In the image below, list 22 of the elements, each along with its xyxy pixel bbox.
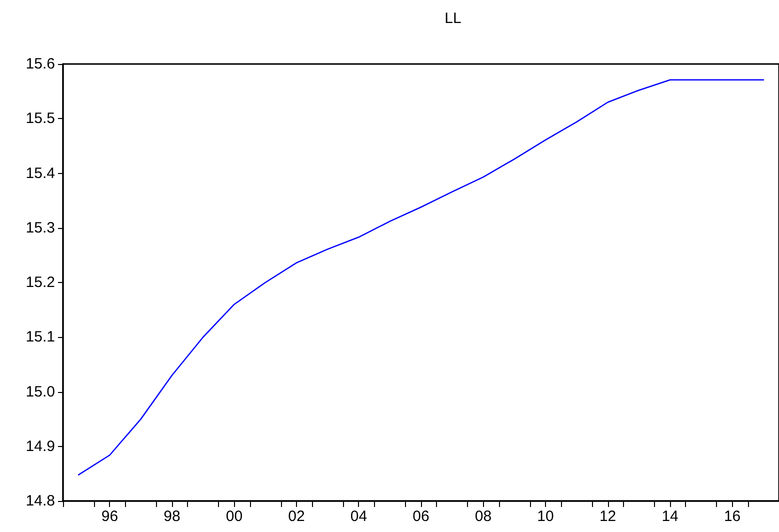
x-tick-label: 16 bbox=[724, 508, 741, 525]
x-tick-label: 06 bbox=[412, 508, 430, 525]
x-tick-label: 96 bbox=[101, 508, 118, 525]
y-tick-label: 15.5 bbox=[26, 110, 55, 128]
x-tick-label: 04 bbox=[350, 508, 368, 525]
y-tick-label: 15.6 bbox=[26, 56, 55, 72]
x-tick-label: 98 bbox=[164, 508, 180, 525]
line-series bbox=[78, 79, 764, 476]
y-tick-label: 15.0 bbox=[26, 383, 55, 400]
x-tick-label: 10 bbox=[537, 508, 554, 525]
x-tick-label: 12 bbox=[599, 508, 616, 525]
x-tick-label: 14 bbox=[662, 508, 678, 525]
y-tick-label: 15.1 bbox=[26, 328, 55, 346]
x-tick-label: 00 bbox=[226, 508, 243, 525]
chart-title: LL bbox=[444, 10, 462, 27]
y-tick-label: 15.3 bbox=[26, 219, 55, 236]
y-tick-label: 14.8 bbox=[26, 492, 55, 510]
x-tick-label: 08 bbox=[474, 508, 492, 525]
y-tick-label: 15.4 bbox=[26, 164, 55, 182]
y-tick-label: 15.2 bbox=[26, 274, 55, 291]
y-tick-label: 14.9 bbox=[26, 438, 55, 455]
x-tick-label: 02 bbox=[288, 508, 305, 525]
